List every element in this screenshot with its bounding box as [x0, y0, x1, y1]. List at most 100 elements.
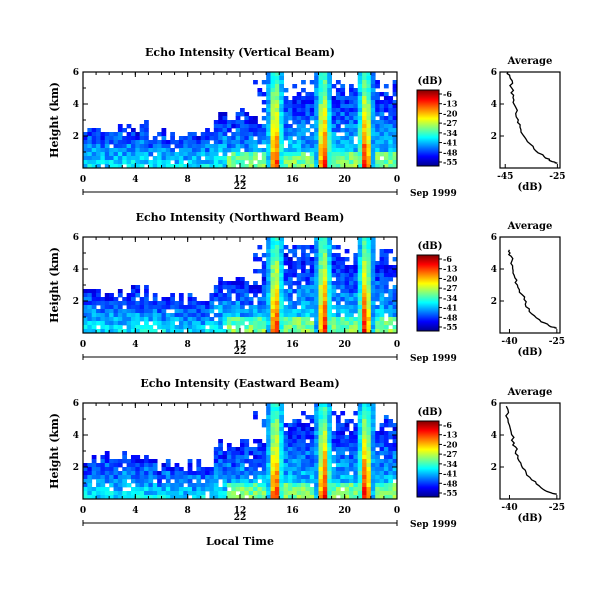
heatmap-cell	[87, 297, 93, 302]
heatmap-cell	[226, 285, 232, 290]
heatmap-cell	[222, 156, 228, 161]
heatmap-cell	[178, 487, 184, 492]
heatmap-cell	[375, 112, 380, 117]
heatmap-cell	[353, 431, 359, 436]
heatmap-cell	[362, 491, 367, 496]
heatmap-cell	[231, 124, 237, 129]
heatmap-cell	[309, 164, 315, 169]
heatmap-cell	[392, 423, 398, 428]
heatmap-cell	[91, 136, 97, 141]
heatmap-cell	[340, 265, 346, 270]
heatmap-cell	[161, 301, 167, 306]
heatmap-cell	[83, 325, 88, 330]
heatmap-cell	[322, 132, 328, 137]
heatmap-cell	[196, 164, 202, 169]
heatmap-cell	[379, 301, 385, 306]
heatmap-cell	[266, 80, 271, 85]
heatmap-cell	[318, 84, 324, 89]
heatmap-cell	[165, 301, 171, 306]
heatmap-cell	[235, 309, 241, 314]
heatmap-cell	[200, 329, 206, 334]
heatmap-cell	[266, 487, 271, 492]
heatmap-cell	[301, 321, 306, 326]
heatmap-cell	[261, 455, 267, 460]
heatmap-cell	[213, 305, 219, 310]
heatmap-cell	[318, 297, 324, 302]
heatmap-cell	[100, 305, 106, 310]
heatmap-cell	[366, 128, 372, 133]
heatmap-cell	[287, 479, 293, 484]
heatmap-cell	[200, 471, 206, 476]
heatmap-cell	[388, 132, 394, 137]
heatmap-cell	[274, 249, 280, 254]
heatmap-cell	[117, 309, 123, 314]
heatmap-cell	[340, 447, 346, 452]
heatmap-cell	[309, 479, 315, 484]
heatmap-cell	[296, 245, 302, 250]
heatmap-cell	[209, 297, 215, 302]
heatmap-cell	[279, 443, 285, 448]
heatmap-cell	[357, 124, 363, 129]
heatmap-cell	[327, 447, 332, 452]
y-tick-label: 2	[73, 132, 79, 142]
heatmap-cell	[218, 156, 223, 161]
heatmap-cell	[213, 164, 219, 169]
heatmap-cell	[130, 329, 136, 334]
heatmap-cell	[279, 483, 285, 488]
heatmap-cell	[135, 289, 141, 294]
heatmap-cell	[305, 451, 311, 456]
heatmap-cell	[327, 483, 332, 488]
heatmap-cell	[135, 459, 141, 464]
heatmap-cell	[152, 491, 158, 496]
colorbar-tick-label: -27	[443, 283, 457, 293]
heatmap-cell	[130, 309, 136, 314]
heatmap-cell	[305, 455, 311, 460]
heatmap-cell	[253, 124, 258, 129]
heatmap-cell	[266, 245, 271, 250]
heatmap-cell	[314, 293, 319, 298]
heatmap-cell	[248, 301, 254, 306]
heatmap-cell	[322, 136, 328, 141]
heatmap-cell	[392, 329, 398, 334]
heatmap-cell	[122, 491, 128, 496]
heatmap-cell	[122, 475, 128, 480]
heatmap-cell	[135, 148, 141, 153]
heatmap-cell	[353, 253, 359, 258]
heatmap-cell	[322, 164, 328, 169]
heatmap-cell	[331, 160, 337, 165]
heatmap-cell	[392, 491, 398, 496]
heatmap-cell	[370, 156, 376, 161]
heatmap-cell	[362, 463, 367, 468]
heatmap-cell	[130, 479, 136, 484]
heatmap-cell	[344, 297, 350, 302]
heatmap-cell	[235, 132, 241, 137]
heatmap-cell	[161, 136, 167, 141]
heatmap-cell	[379, 305, 385, 310]
heatmap-cell	[283, 164, 289, 169]
heatmap-cell	[218, 128, 223, 133]
heatmap-cell	[218, 317, 223, 322]
heatmap-cell	[235, 479, 241, 484]
heatmap-cell	[222, 293, 228, 298]
heatmap-cell	[113, 317, 119, 322]
heatmap-cell	[292, 305, 298, 310]
heatmap-cell	[335, 325, 341, 330]
heatmap-cell	[261, 317, 267, 322]
heatmap-cell	[192, 156, 197, 161]
heatmap-cell	[362, 257, 367, 262]
heatmap-cell	[130, 132, 136, 137]
heatmap-cell	[370, 487, 376, 492]
heatmap-cell	[366, 403, 372, 408]
heatmap-cell	[353, 427, 359, 432]
heatmap-cell	[366, 475, 372, 480]
heatmap-cell	[357, 475, 363, 480]
heatmap-cell	[375, 289, 380, 294]
colorbar-tick-label: -55	[443, 322, 457, 332]
heatmap-cell	[266, 289, 271, 294]
heatmap-cell	[187, 148, 193, 153]
heatmap-cell	[392, 289, 398, 294]
heatmap-cell	[104, 463, 110, 468]
heatmap-cell	[283, 317, 289, 322]
heatmap-cell	[196, 491, 202, 496]
heatmap-cell	[266, 144, 271, 149]
